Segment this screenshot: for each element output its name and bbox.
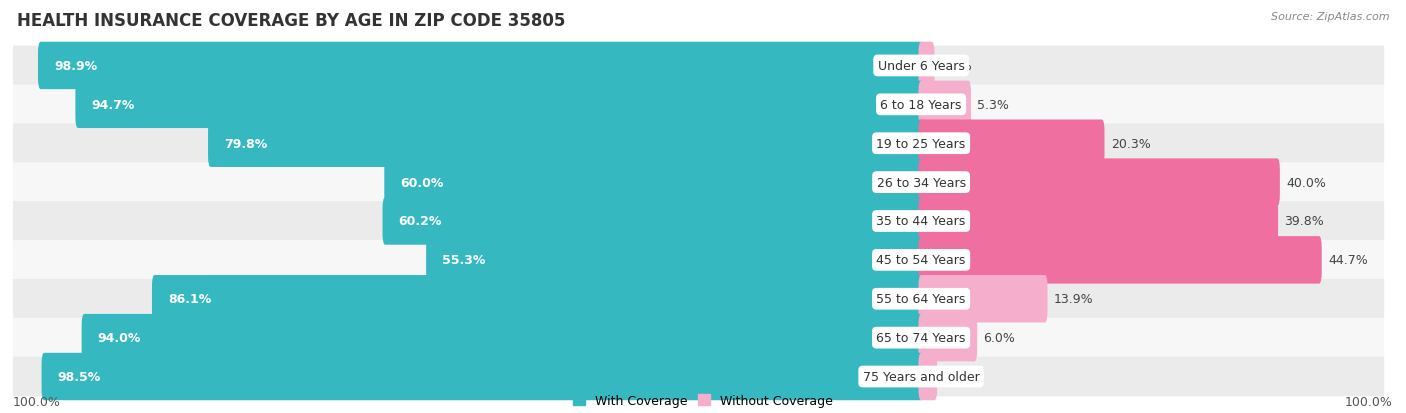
Text: 55.3%: 55.3% xyxy=(441,254,485,267)
Text: 26 to 34 Years: 26 to 34 Years xyxy=(876,176,966,189)
FancyBboxPatch shape xyxy=(13,124,1384,164)
Text: 45 to 54 Years: 45 to 54 Years xyxy=(876,254,966,267)
Text: 86.1%: 86.1% xyxy=(167,292,211,306)
FancyBboxPatch shape xyxy=(382,198,924,245)
Text: 1.2%: 1.2% xyxy=(941,60,973,73)
FancyBboxPatch shape xyxy=(918,159,1279,206)
Text: 20.3%: 20.3% xyxy=(1111,138,1150,150)
Text: 94.0%: 94.0% xyxy=(97,331,141,344)
Text: 40.0%: 40.0% xyxy=(1286,176,1326,189)
FancyBboxPatch shape xyxy=(918,275,1047,323)
Text: 13.9%: 13.9% xyxy=(1053,292,1094,306)
FancyBboxPatch shape xyxy=(918,81,972,129)
FancyBboxPatch shape xyxy=(13,47,1384,86)
FancyBboxPatch shape xyxy=(918,353,938,400)
FancyBboxPatch shape xyxy=(13,163,1384,202)
FancyBboxPatch shape xyxy=(13,85,1384,125)
Text: 60.2%: 60.2% xyxy=(398,215,441,228)
FancyBboxPatch shape xyxy=(208,120,924,168)
FancyBboxPatch shape xyxy=(918,120,1105,168)
Text: Source: ZipAtlas.com: Source: ZipAtlas.com xyxy=(1271,12,1389,22)
Text: 39.8%: 39.8% xyxy=(1284,215,1324,228)
Text: 55 to 64 Years: 55 to 64 Years xyxy=(876,292,966,306)
FancyBboxPatch shape xyxy=(13,357,1384,396)
Legend: With Coverage, Without Coverage: With Coverage, Without Coverage xyxy=(572,394,834,407)
FancyBboxPatch shape xyxy=(426,237,924,284)
FancyBboxPatch shape xyxy=(38,43,924,90)
Text: 1.5%: 1.5% xyxy=(943,370,976,383)
FancyBboxPatch shape xyxy=(918,314,977,361)
FancyBboxPatch shape xyxy=(42,353,924,400)
Text: 60.0%: 60.0% xyxy=(401,176,444,189)
Text: 6 to 18 Years: 6 to 18 Years xyxy=(880,99,962,112)
Text: 75 Years and older: 75 Years and older xyxy=(863,370,980,383)
FancyBboxPatch shape xyxy=(13,318,1384,358)
FancyBboxPatch shape xyxy=(82,314,924,361)
FancyBboxPatch shape xyxy=(918,43,935,90)
FancyBboxPatch shape xyxy=(152,275,924,323)
Text: 44.7%: 44.7% xyxy=(1327,254,1368,267)
FancyBboxPatch shape xyxy=(13,202,1384,241)
Text: HEALTH INSURANCE COVERAGE BY AGE IN ZIP CODE 35805: HEALTH INSURANCE COVERAGE BY AGE IN ZIP … xyxy=(17,12,565,30)
Text: 94.7%: 94.7% xyxy=(91,99,135,112)
Text: 35 to 44 Years: 35 to 44 Years xyxy=(876,215,966,228)
Text: 100.0%: 100.0% xyxy=(1346,395,1393,408)
Text: 65 to 74 Years: 65 to 74 Years xyxy=(876,331,966,344)
FancyBboxPatch shape xyxy=(76,81,924,129)
FancyBboxPatch shape xyxy=(918,237,1322,284)
Text: 98.5%: 98.5% xyxy=(58,370,101,383)
FancyBboxPatch shape xyxy=(13,240,1384,280)
FancyBboxPatch shape xyxy=(384,159,924,206)
Text: 100.0%: 100.0% xyxy=(13,395,60,408)
Text: 79.8%: 79.8% xyxy=(224,138,267,150)
Text: 6.0%: 6.0% xyxy=(983,331,1015,344)
Text: 19 to 25 Years: 19 to 25 Years xyxy=(876,138,966,150)
Text: Under 6 Years: Under 6 Years xyxy=(877,60,965,73)
FancyBboxPatch shape xyxy=(918,198,1278,245)
FancyBboxPatch shape xyxy=(13,279,1384,319)
Text: 98.9%: 98.9% xyxy=(53,60,97,73)
Text: 5.3%: 5.3% xyxy=(977,99,1010,112)
